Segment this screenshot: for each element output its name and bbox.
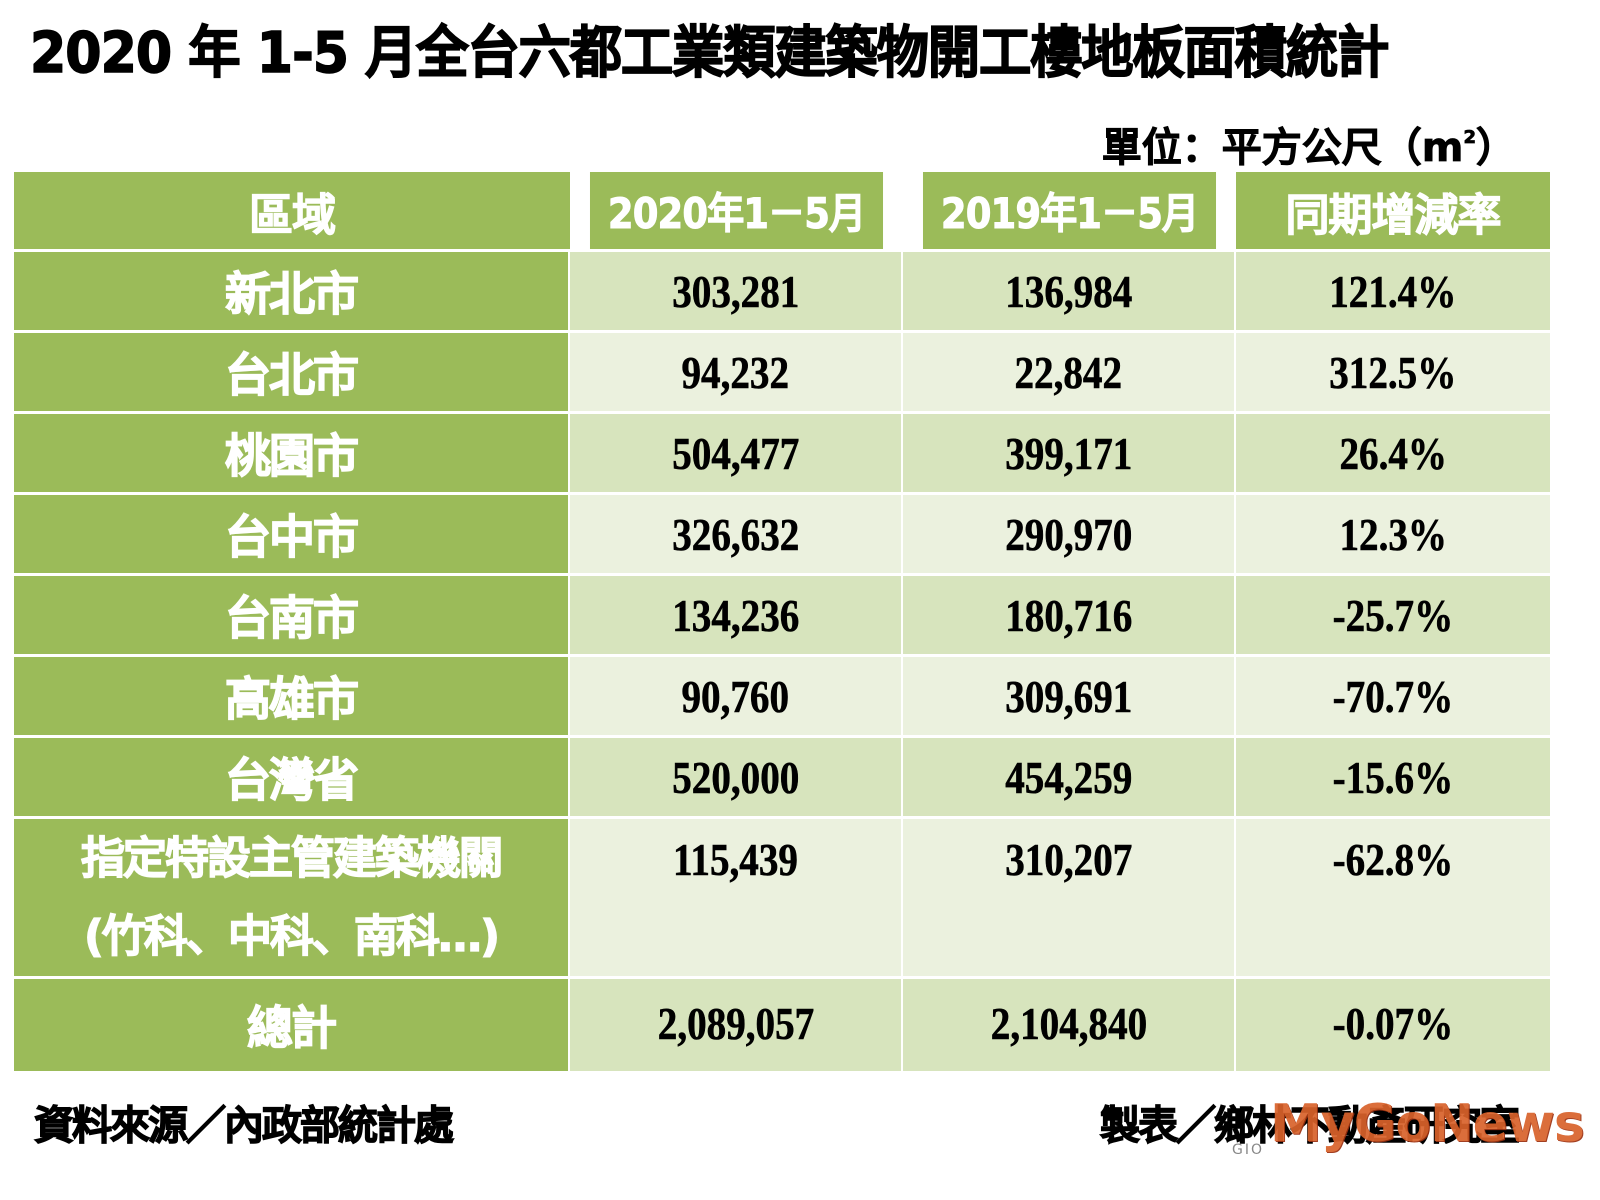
change-rate-cell: -62.8%: [1236, 819, 1550, 976]
region-subtitle: (竹科、中科、南科…): [83, 910, 500, 962]
region-cell: 新北市: [14, 252, 570, 330]
table-maker-note: 製表／鄉林不動產研究室: [1099, 1102, 1520, 1149]
value-2020-cell: 134,236: [570, 576, 903, 654]
region-cell: 指定特設主管建築機關 (竹科、中科、南科…): [14, 819, 570, 976]
unit-text: 單位：平方公尺（m: [1101, 125, 1464, 172]
header-region: 區域: [14, 172, 570, 249]
region-cell: 台南市: [14, 576, 570, 654]
value-2020-cell: 303,281: [570, 252, 903, 330]
page-title: 2020 年 1-5 月全台六都工業類建築物開工樓地板面積統計: [29, 20, 1390, 87]
value-2019-cell: 180,716: [903, 576, 1236, 654]
change-rate-cell: 312.5%: [1236, 333, 1550, 411]
watermark-sub-text: GIO: [1232, 1142, 1264, 1158]
value-2019-cell: 310,207: [903, 819, 1236, 976]
value-2019-cell: 399,171: [903, 414, 1236, 492]
region-cell: 台中市: [14, 495, 570, 573]
change-rate-cell: 12.3%: [1236, 495, 1550, 573]
total-2019-cell: 2,104,840: [903, 979, 1236, 1071]
region-cell: 桃園市: [14, 414, 570, 492]
total-2020-cell: 2,089,057: [570, 979, 903, 1071]
value-2020-cell: 90,760: [570, 657, 903, 735]
value-2020-cell: 326,632: [570, 495, 903, 573]
total-label-cell: 總計: [14, 979, 570, 1071]
header-2019: 2019年1－5月: [922, 172, 1217, 249]
region-cell: 台北市: [14, 333, 570, 411]
header-change-rate: 同期增減率: [1236, 172, 1550, 249]
change-rate-cell: 26.4%: [1236, 414, 1550, 492]
region-cell: 台灣省: [14, 738, 570, 816]
value-2020-cell: 94,232: [570, 333, 903, 411]
statistics-table: 區域 2020年1－5月 2019年1－5月 同期增減率 新北市 303,281…: [14, 172, 1550, 1071]
region-name: 指定特設主管建築機關: [80, 832, 503, 884]
value-2019-cell: 454,259: [903, 738, 1236, 816]
change-rate-cell: 121.4%: [1236, 252, 1550, 330]
unit-close: ）: [1476, 125, 1517, 172]
change-rate-cell: -70.7%: [1236, 657, 1550, 735]
change-rate-cell: -25.7%: [1236, 576, 1550, 654]
unit-superscript: 2: [1463, 127, 1476, 149]
change-rate-cell: -15.6%: [1236, 738, 1550, 816]
value-2020-cell: 115,439: [570, 819, 903, 976]
value-2019-cell: 309,691: [903, 657, 1236, 735]
value-2019-cell: 136,984: [903, 252, 1236, 330]
region-cell: 高雄市: [14, 657, 570, 735]
header-2020: 2020年1－5月: [589, 172, 884, 249]
data-source-note: 資料來源／內政部統計處: [33, 1102, 454, 1149]
unit-label: 單位：平方公尺（m2）: [1101, 110, 1517, 176]
value-2020-cell: 504,477: [570, 414, 903, 492]
total-change-rate-cell: -0.07%: [1236, 979, 1550, 1071]
mygonews-watermark-logo: MyGoNews: [1270, 1094, 1585, 1154]
value-2019-cell: 22,842: [903, 333, 1236, 411]
value-2020-cell: 520,000: [570, 738, 903, 816]
value-2019-cell: 290,970: [903, 495, 1236, 573]
